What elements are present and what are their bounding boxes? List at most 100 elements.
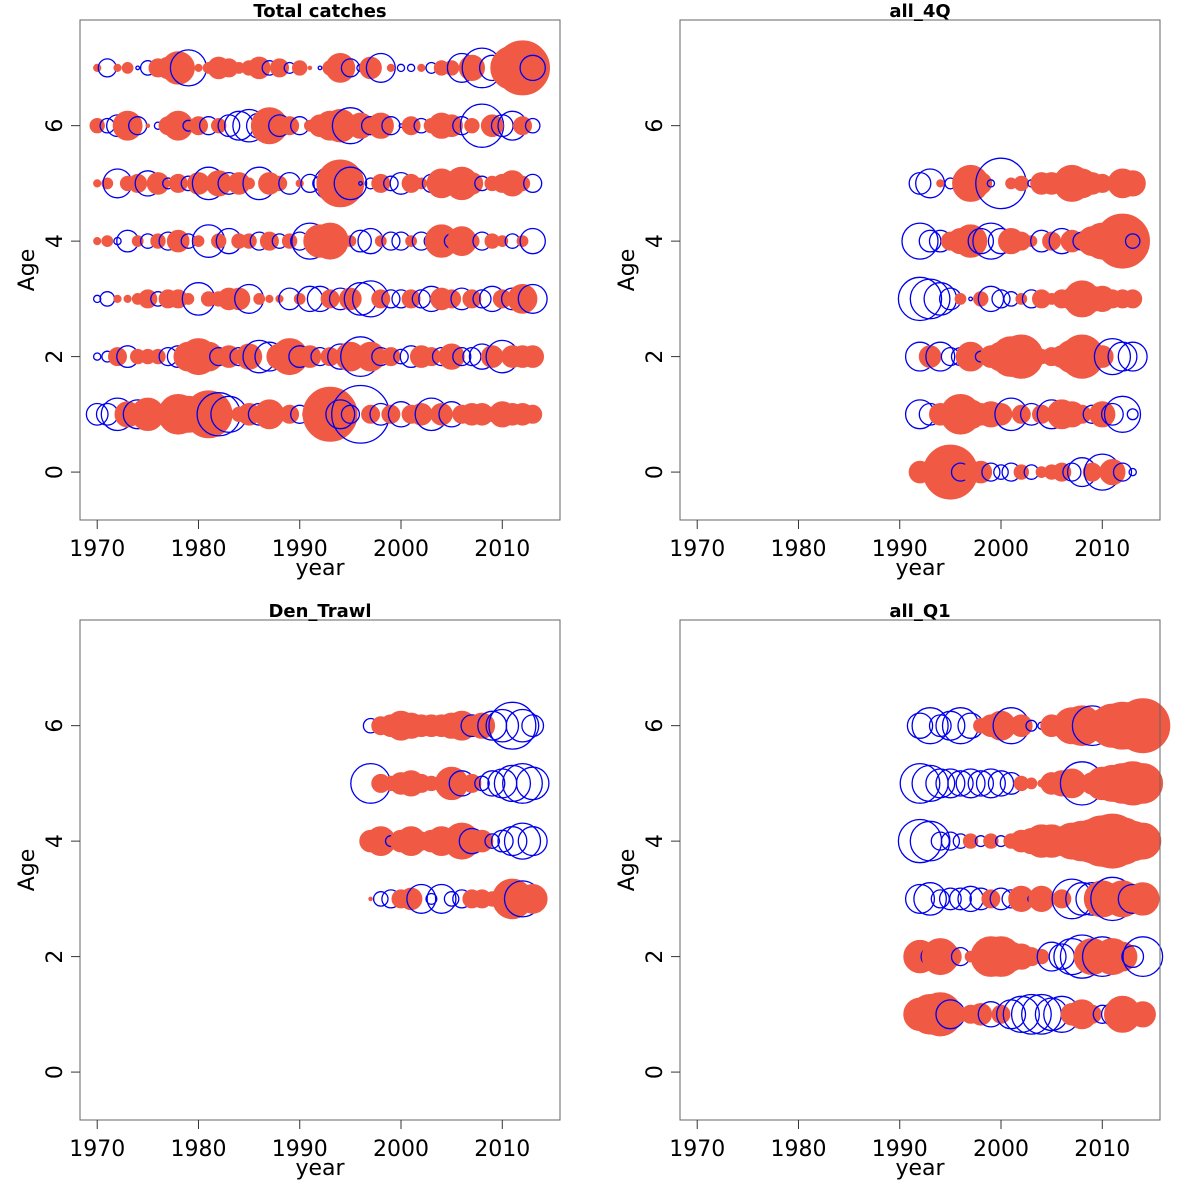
panel-title: Total catches [253,1,386,22]
bubble-layer [350,701,550,920]
y-axis-label: Age [615,249,640,292]
bubble-positive [1052,889,1072,909]
bubble-positive [1119,170,1146,197]
bubble-positive [969,460,993,484]
bubble-positive [458,54,485,82]
bubble-positive [121,62,134,74]
x-tick-label: 1990 [272,537,328,562]
y-tick-label: 4 [643,834,668,848]
bubble-positive [1126,882,1160,916]
bubble-positive [247,56,271,80]
y-tick-label: 0 [643,1065,668,1079]
y-tick-label: 6 [43,719,68,733]
bubble-negative [967,227,995,255]
bubble-negative [904,883,936,914]
bubble-negative [92,352,102,361]
bubble-positive [468,712,496,739]
bubble-positive [131,235,144,248]
bubble-negative [1122,936,1164,978]
y-tick-label: 2 [43,350,68,364]
bubble-negative [935,710,966,741]
bubble-positive [108,347,127,367]
plot-frame [679,19,1161,521]
bubble-negative [991,289,1011,309]
bubble-negative [909,278,951,320]
bubble-negative [488,701,537,750]
bubble-positive [93,237,102,246]
y-tick-label: 6 [643,119,668,133]
plot-frame [79,619,561,1121]
bubble-negative [993,464,1009,480]
bubble-positive [386,63,395,73]
bubble-positive [359,56,382,80]
bubble-positive [401,289,421,309]
bubble-negative [517,826,548,857]
bubble-negative [1025,719,1038,732]
bubble-negative [1126,408,1139,421]
bubble-negative [1036,941,1067,972]
bubble-positive [1010,714,1033,738]
bubble-negative [372,891,389,907]
x-tick-label: 2010 [1074,1137,1130,1162]
bubble-negative [365,52,396,83]
bubble-negative [406,63,416,73]
bubble-negative [393,348,409,365]
x-tick-label: 1980 [770,537,826,562]
bubble-negative [1112,462,1133,482]
bubble-negative [1124,233,1141,249]
bubble-negative [909,820,951,862]
chart-panel: 1970 1980 1990 2000 2010 0 2 4 6 Total catches yea… [15,1,561,581]
y-tick-label: 2 [643,350,668,364]
bubble-positive [113,294,122,303]
bubble-positive [1089,401,1116,428]
x-tick-label: 1980 [170,1137,226,1162]
bubble-positive [1082,1004,1102,1024]
bubble-negative [949,887,972,911]
bubble-negative [333,166,368,201]
bubble-positive [507,284,538,314]
bubble-positive [480,114,504,137]
bubble-negative [901,222,939,260]
x-tick-label: 1990 [272,1137,328,1162]
x-tick-label: 1980 [170,537,226,562]
bubble-positive [415,177,428,190]
bubble-positive [101,235,114,248]
x-tick-label: 2000 [373,537,429,562]
bubble-negative [986,179,996,188]
bubble-positive [145,123,151,128]
bubble-positive [969,172,993,195]
bubble-positive [981,889,1001,909]
bubble-positive [281,233,298,249]
bubble-negative [317,65,323,71]
bubble-negative [519,227,546,255]
bubble-positive [1115,698,1171,754]
bubble-positive [194,63,203,73]
bubble-positive [271,175,288,192]
bubble-negative [967,770,995,797]
bubble-negative [381,116,401,136]
x-axis-label: year [895,556,945,581]
bubble-positive [280,116,300,136]
bubble-negative [913,882,947,916]
y-tick-label: 6 [43,119,68,133]
x-tick-label: 2010 [474,1137,530,1162]
y-tick-label: 0 [643,465,668,479]
bubble-positive [1099,459,1126,486]
bubble-positive [464,118,480,134]
y-tick-label: 4 [43,834,68,848]
bubble-positive [1129,1001,1156,1028]
bubble-positive [150,348,166,365]
bubble-negative [135,65,141,71]
bubble-negative [99,291,116,307]
bubble-positive [101,177,114,190]
bubble-negative [452,346,472,367]
bubble-positive [405,235,418,248]
bubble-negative [925,341,956,372]
bubble-positive [146,172,170,195]
y-tick-label: 4 [43,234,68,248]
bubble-positive [374,235,387,248]
bubble-positive [1011,404,1031,424]
bubble-positive [496,235,509,248]
bubble-negative [918,229,942,253]
